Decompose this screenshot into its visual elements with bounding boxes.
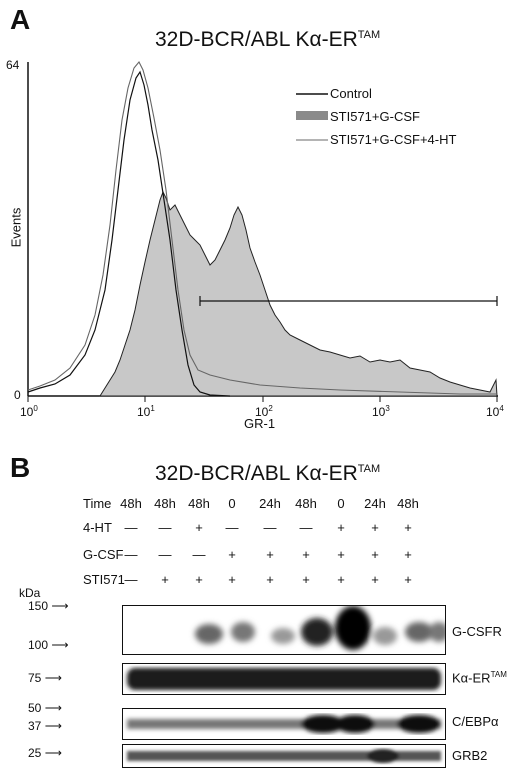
condition-cell: 48h	[154, 496, 176, 511]
marker-37: 37 ⟶	[28, 719, 62, 733]
panel-a-letter: A	[10, 4, 31, 35]
x-tick-0: 100	[20, 404, 38, 419]
condition-cell: +	[337, 547, 345, 562]
condition-cell: —	[124, 547, 138, 562]
x-tick-2: 102	[255, 404, 273, 419]
blot-label-ka-er: Kα-ERTAM	[452, 670, 507, 686]
blot-ka-er	[122, 663, 446, 695]
condition-cell: 0	[228, 496, 236, 511]
row-label-4ht: 4-HT	[83, 520, 112, 535]
condition-cell: +	[228, 572, 236, 587]
condition-cell: +	[371, 547, 379, 562]
condition-cell: 48h	[397, 496, 419, 511]
series-4ht	[27, 61, 497, 395]
row-label-sti571: STI571	[83, 572, 125, 587]
x-axis-label: GR-1	[244, 416, 276, 431]
marker-100: 100 ⟶	[28, 638, 69, 652]
condition-cell: 24h	[364, 496, 386, 511]
condition-cell: —	[124, 520, 138, 535]
condition-cell: +	[371, 520, 379, 535]
legend-label-control: Control	[330, 86, 372, 101]
condition-cell: +	[404, 520, 412, 535]
condition-cell: +	[266, 572, 274, 587]
x-tick-1: 101	[137, 404, 155, 419]
series-sti571-gcsf	[99, 190, 498, 397]
condition-cell: +	[337, 520, 345, 535]
blot-grb2	[122, 744, 446, 768]
condition-cell: +	[228, 547, 236, 562]
condition-cell: +	[195, 520, 203, 535]
blot-gcsfr	[122, 605, 446, 655]
blot-cebpa	[122, 708, 446, 740]
condition-cell: +	[404, 547, 412, 562]
condition-cell: 24h	[259, 496, 281, 511]
blot-label-cebpa: C/EBPα	[452, 714, 499, 729]
blot-label-grb2: GRB2	[452, 748, 488, 763]
condition-cell: 0	[337, 496, 345, 511]
condition-cell: +	[337, 572, 345, 587]
marker-25: 25 ⟶	[28, 746, 62, 760]
legend-label-4ht: STI571+G-CSF+4-HT	[330, 132, 457, 147]
y-min-label: 0	[14, 388, 21, 402]
condition-cell: +	[302, 572, 310, 587]
condition-cell: —	[263, 520, 277, 535]
condition-cell: +	[161, 572, 169, 587]
blot-label-gcsfr: G-CSFR	[452, 624, 502, 639]
marker-75: 75 ⟶	[28, 671, 62, 685]
condition-cell: 48h	[295, 496, 317, 511]
x-tick-4: 104	[486, 404, 504, 419]
condition-cell: —	[225, 520, 239, 535]
row-label-time: Time	[83, 496, 112, 511]
condition-cell: +	[302, 547, 310, 562]
panel-b-letter: B	[10, 452, 31, 483]
legend-label-sti571-gcsf: STI571+G-CSF	[330, 109, 420, 124]
y-max-label: 64	[6, 58, 20, 72]
condition-cell: —	[158, 547, 172, 562]
x-tick-3: 103	[372, 404, 390, 419]
marker-50: 50 ⟶	[28, 701, 62, 715]
condition-cell: +	[404, 572, 412, 587]
kda-label: kDa	[19, 586, 41, 600]
condition-cell: —	[158, 520, 172, 535]
condition-cell: —	[299, 520, 313, 535]
condition-cell: —	[192, 547, 206, 562]
series-control	[27, 70, 231, 397]
condition-cell: —	[124, 572, 138, 587]
marker-150: 150 ⟶	[28, 599, 69, 613]
condition-cell: 48h	[188, 496, 210, 511]
condition-cell: 48h	[120, 496, 142, 511]
condition-cell: +	[195, 572, 203, 587]
flow-histogram	[27, 61, 498, 402]
condition-cell: +	[371, 572, 379, 587]
panel-a-title: 32D-BCR/ABL Kα-ERTAM	[155, 28, 381, 51]
panel-b-title: 32D-BCR/ABL Kα-ERTAM	[155, 462, 381, 485]
legend-swatch-sti571-gcsf	[296, 111, 328, 120]
condition-cell: +	[266, 547, 274, 562]
row-label-gcsf: G-CSF	[83, 547, 124, 562]
